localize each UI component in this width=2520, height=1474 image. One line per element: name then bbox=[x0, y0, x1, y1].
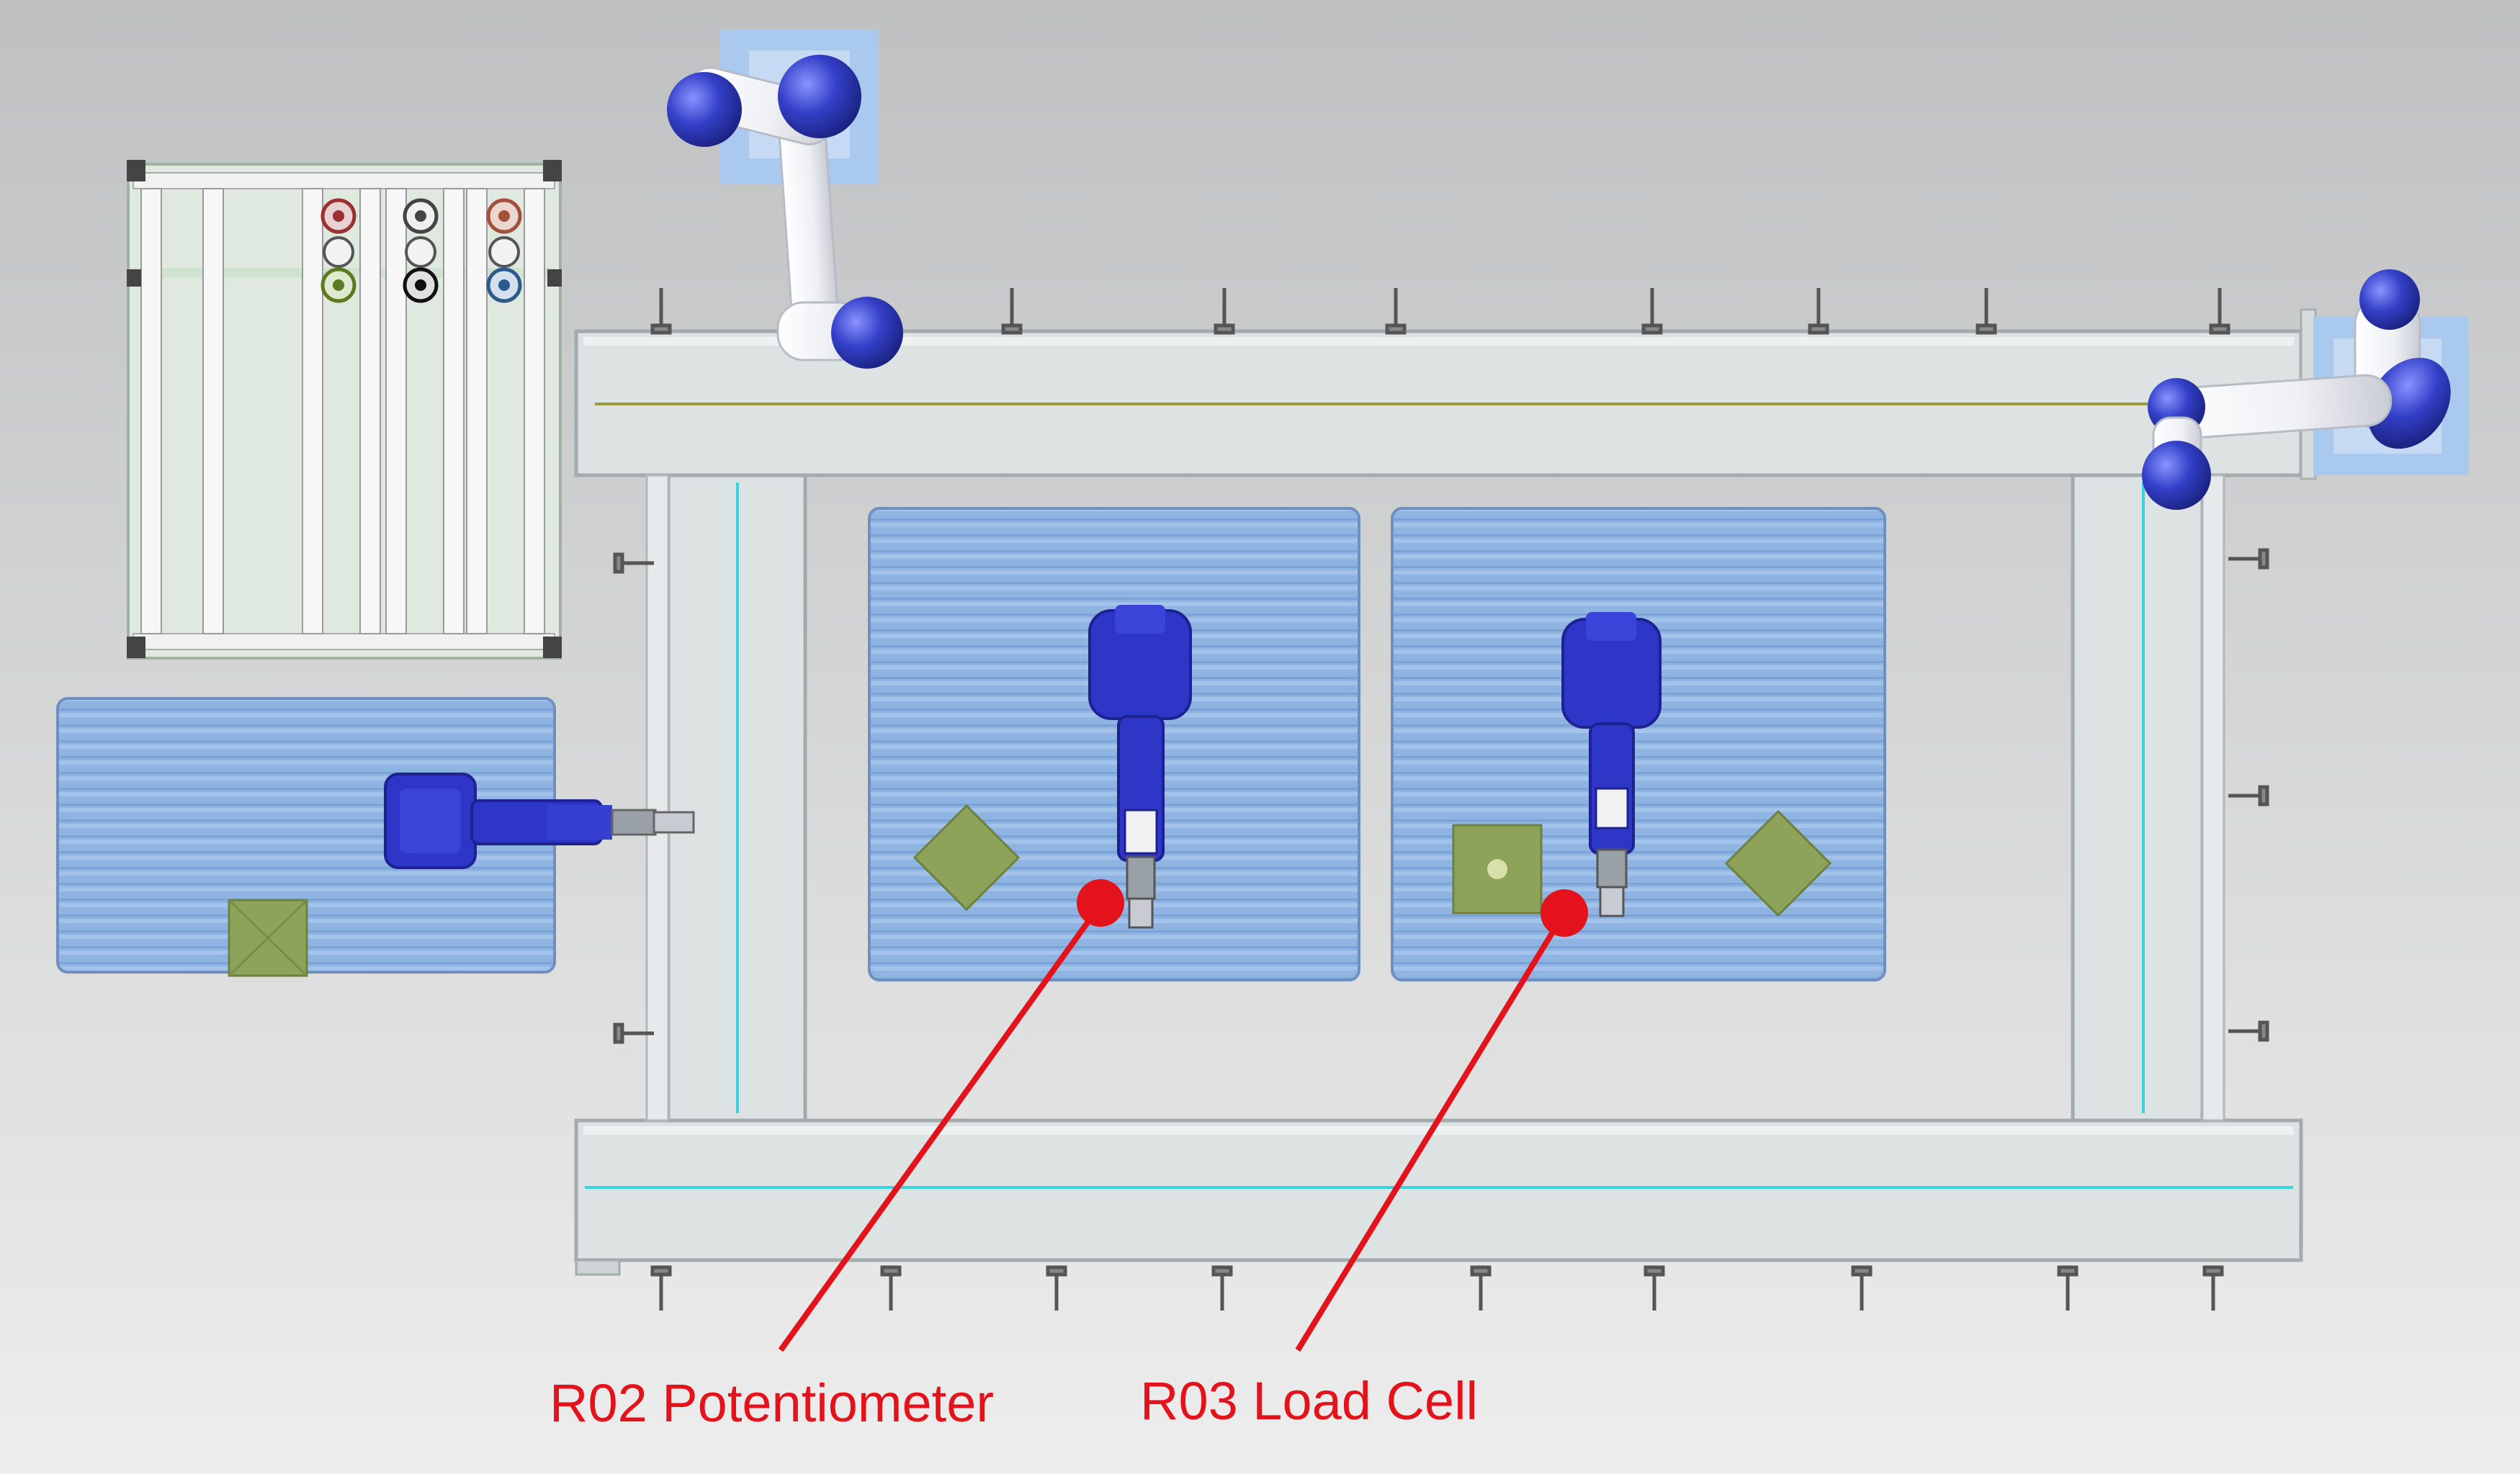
callout-r02 bbox=[778, 879, 1124, 1352]
fixture-diamond-3 bbox=[1724, 809, 1832, 917]
callout-r02-leader bbox=[778, 902, 1103, 1352]
callout-r02-label: R02 Potentiometer bbox=[550, 1373, 995, 1433]
industrial-robot-r02 bbox=[1088, 605, 1192, 929]
bottom-beam bbox=[574, 1118, 2303, 1262]
industrial-robot-r03 bbox=[1561, 612, 1662, 917]
fixture-diamond-1 bbox=[913, 804, 1021, 912]
fixture-square-2 bbox=[1452, 824, 1543, 914]
callout-r03-marker bbox=[1541, 889, 1588, 937]
cobot-top bbox=[667, 30, 903, 369]
callout-r02-marker bbox=[1077, 879, 1124, 927]
industrial-robot-left bbox=[384, 773, 695, 869]
callout-r03-label: R03 Load Cell bbox=[1140, 1371, 1478, 1431]
center-table-right bbox=[1391, 507, 1886, 981]
center-table-left bbox=[868, 507, 1360, 981]
callout-r03 bbox=[1295, 889, 1588, 1352]
rack-parts bbox=[320, 198, 522, 303]
callout-r03-leader bbox=[1295, 911, 1567, 1352]
left-table bbox=[56, 697, 695, 977]
frame-bolts bbox=[613, 288, 2269, 1311]
right-column bbox=[2071, 473, 2205, 1123]
storage-rack bbox=[127, 160, 562, 660]
cobot-right bbox=[2142, 269, 2469, 510]
